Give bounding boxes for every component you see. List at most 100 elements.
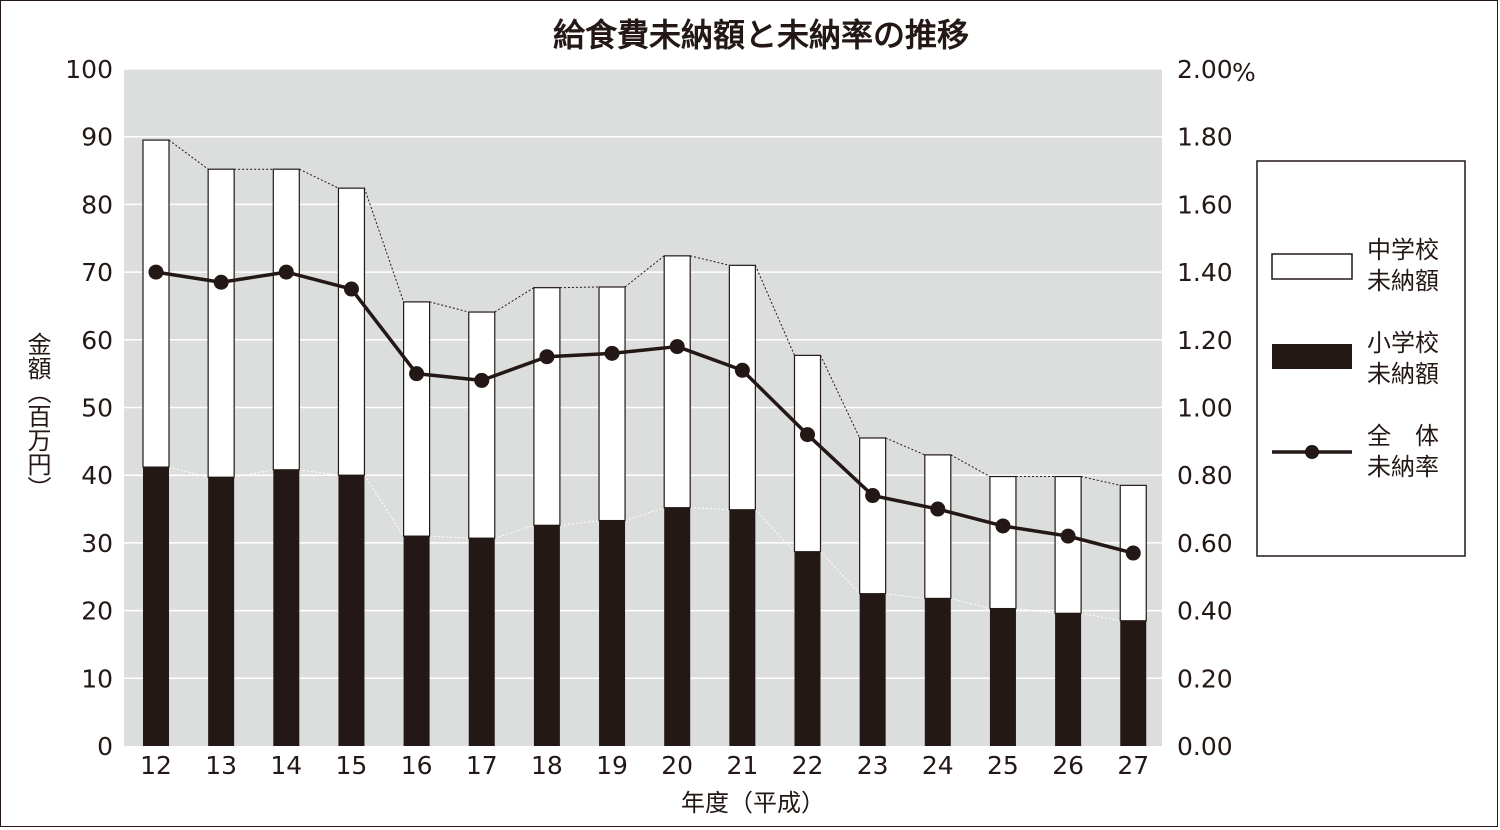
bar-elementary [273,469,300,746]
y2-tick-label: 2.00 [1177,55,1233,84]
y2-tick-label: 1.20 [1177,326,1233,355]
y-tick-label: 20 [81,597,113,626]
x-tick-label: 22 [792,751,824,780]
y-tick-label: 10 [81,664,113,693]
y-tick-label: 30 [81,529,113,558]
bar-elementary [208,477,235,746]
x-tick-label: 12 [140,751,172,780]
rate-point [1060,528,1076,544]
y-tick-label: 50 [81,394,113,423]
y-tick-label: 100 [65,55,113,84]
x-tick-label: 14 [270,751,302,780]
y-axis-title: 金額（百万円） [23,332,51,500]
bar-junior-high [337,187,366,476]
y2-tick-label: 0.00 [1177,732,1233,761]
y-tick-label: 40 [81,461,113,490]
x-tick-label: 26 [1052,751,1084,780]
legend-swatch-junior-high [1271,253,1353,280]
rate-point [409,366,425,382]
x-axis-ticks: 12 13 14 15 16 17 18 19 20 21 22 23 24 25 26 27 [140,751,1149,780]
rate-point [865,488,881,504]
connector-mid [950,597,991,610]
legend-label-rate-2: 未納率 [1367,453,1439,481]
rate-point [800,427,815,443]
rate-point [278,264,294,280]
bar-junior-high [663,255,691,509]
y-axis-ticks: 0 10 20 30 40 50 60 70 80 90 100 [65,55,113,761]
bar-junior-high [468,311,496,539]
legend-swatch-elementary [1272,344,1352,369]
connector-top [885,437,925,456]
rate-point [343,281,359,297]
x-tick-label: 16 [401,751,433,780]
legend: 中学校 未納額 小学校 未納額 全 体 未納率 [1256,160,1466,557]
bar-elementary [664,507,691,746]
bar-elementary [403,536,430,746]
bar-junior-high [598,286,626,522]
rate-point [930,501,946,517]
connector-top [1080,476,1121,486]
connector-mid [494,524,535,539]
y2-axis-ticks: 0.00 0.20 0.40 0.60 0.80 1.00 1.20 1.40 1.60 1.80… [1177,55,1233,761]
connector-mid [559,520,600,526]
connector-top [429,301,469,313]
connector-mid [690,507,730,511]
legend-label-elementary-2: 未納額 [1367,360,1439,388]
bar-junior-high [924,454,952,600]
connector-mid [1081,612,1121,622]
connector-top [820,355,861,439]
bar-junior-high [1054,475,1082,614]
connector-top [299,168,339,189]
bar-elementary [859,593,886,746]
bar-elementary [533,525,560,746]
bar-elementary [1120,620,1147,746]
x-tick-label: 15 [336,751,368,780]
x-tick-label: 27 [1117,751,1149,780]
bar-elementary [599,520,626,746]
x-tick-label: 18 [531,751,563,780]
legend-swatch-rate-marker [1305,445,1319,459]
x-axis-title: 年度（平成） [681,789,825,817]
connector-mid [885,593,925,599]
x-tick-label: 17 [466,751,498,780]
connector-top [363,187,405,303]
y2-tick-label: 0.80 [1177,461,1233,490]
connector-mid [429,535,469,539]
connector-top [624,255,665,288]
bar-junior-high [859,437,887,595]
legend-label-junior-high-2: 未納額 [1367,267,1439,295]
rate-line-layer [148,264,1141,561]
bars [142,139,1147,746]
legend-label-elementary-1: 小学校 [1367,329,1439,357]
bar-connector-lines [168,139,1121,622]
rate-point [1125,545,1141,561]
rate-point [213,274,229,290]
y2-tick-label: 1.00 [1177,394,1233,423]
bar-junior-high [403,301,431,537]
bar-elementary [924,598,951,746]
connector-mid [754,509,795,553]
rate-point [474,372,490,388]
connector-mid [299,469,339,476]
y-tick-label: 70 [81,258,113,287]
rate-point [995,518,1011,534]
connector-top [950,454,991,477]
rate-point [539,349,555,365]
y2-tick-label: 1.60 [1177,190,1233,219]
connector-mid [820,551,861,595]
bar-junior-high [728,264,756,511]
y-tick-label: 80 [81,190,113,219]
y2-tick-label: 0.20 [1177,664,1233,693]
connector-top [168,139,209,170]
y-tick-label: 90 [81,123,113,152]
x-tick-label: 21 [726,751,758,780]
y2-tick-label: 1.40 [1177,258,1233,287]
chart-title: 給食費未納額と未納率の推移 [553,16,969,54]
connector-top [559,286,600,289]
bar-elementary [338,475,365,746]
rate-point [604,345,620,361]
rate-point [669,339,685,355]
bar-elementary [468,538,495,746]
bar-junior-high [207,168,235,478]
